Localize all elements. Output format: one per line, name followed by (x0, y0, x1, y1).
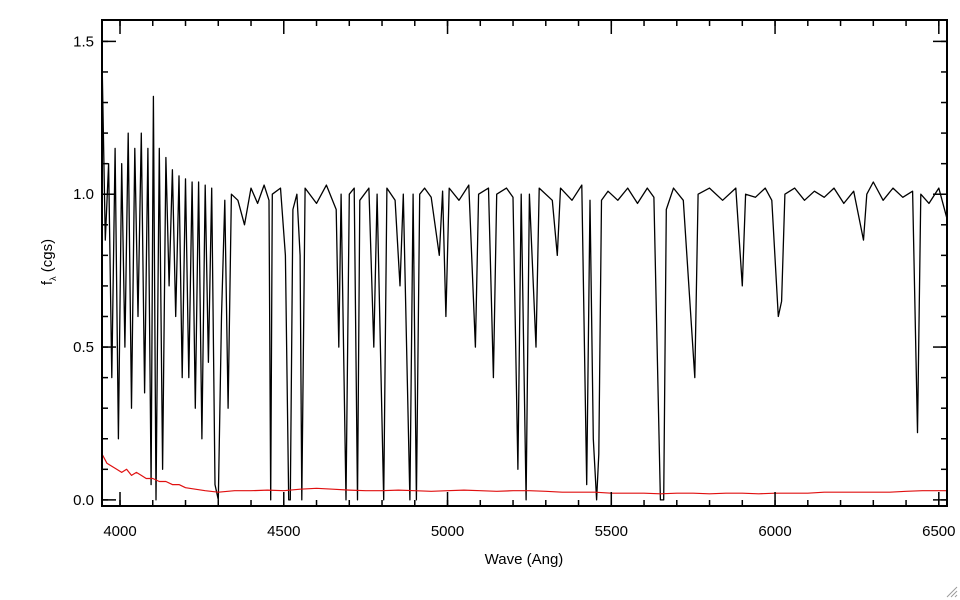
y-axis-title: fλ (cgs) (39, 239, 58, 285)
flux-series-line (101, 56, 948, 501)
ticks-layer (102, 20, 947, 506)
y-tick-label: 0.5 (73, 339, 94, 356)
y-axis-title-unit: (cgs) (39, 239, 56, 277)
x-tick-label: 5500 (595, 523, 628, 540)
x-tick-label: 6500 (922, 523, 955, 540)
y-tick-label: 1.0 (73, 186, 94, 203)
y-axis-title-sub: λ (48, 276, 58, 281)
y-tick-label: 0.0 (73, 492, 94, 509)
labels-layer: 4000 4500 5000 5500 6000 6500 0.0 0.5 1.0 1.5 (73, 33, 955, 540)
error-series-line (101, 453, 947, 495)
y-axis-title-main: f (39, 280, 56, 285)
series-layer (101, 56, 948, 501)
x-axis-title: Wave (Ang) (485, 551, 564, 568)
plot-frame (101, 19, 948, 507)
resize-grip-icon[interactable] (944, 584, 958, 598)
x-tick-label: 5000 (431, 523, 464, 540)
svg-text:fλ (cgs): fλ (cgs) (39, 239, 58, 285)
y-tick-label: 1.5 (73, 33, 94, 50)
x-tick-label: 4500 (267, 523, 300, 540)
x-tick-label: 4000 (103, 523, 136, 540)
x-tick-label: 6000 (758, 523, 791, 540)
